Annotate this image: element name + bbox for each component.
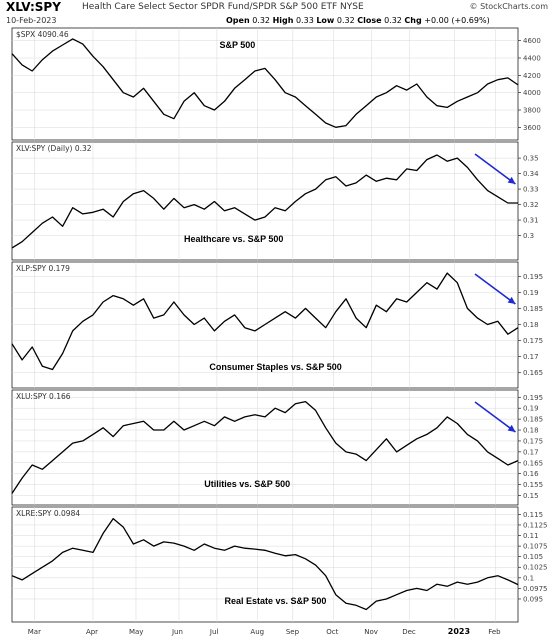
y-tick-label: 0.11	[523, 532, 539, 540]
series-line	[11, 154, 518, 249]
y-tick-label: 0.185	[523, 305, 543, 313]
y-tick-label: 0.19	[523, 405, 539, 413]
y-tick-label: 0.16	[523, 470, 539, 478]
trend-arrow-shaft	[474, 153, 516, 185]
y-tick-label: 0.17	[523, 353, 539, 361]
ohlc-readout: Open 0.32 High 0.33 Low 0.32 Close 0.32 …	[226, 16, 490, 25]
open-label: Open	[226, 16, 250, 25]
low-label: Low	[316, 16, 335, 25]
x-axis-label: Jun	[171, 628, 183, 636]
panel-frame	[11, 141, 519, 261]
series-line	[11, 38, 519, 128]
y-tick-label: 0.1025	[523, 564, 548, 572]
x-axis-label: Dec	[402, 628, 416, 636]
y-tick-label: 3600	[523, 124, 541, 132]
y-tick-label: 0.195	[523, 273, 543, 281]
panel-title: XLP:SPY 0.179	[16, 264, 70, 273]
chart-annotation: Healthcare vs. S&P 500	[184, 234, 283, 244]
x-axis-label: Apr	[86, 628, 98, 636]
x-axis-label: Oct	[326, 628, 338, 636]
y-tick-label: 0.105	[523, 553, 543, 561]
y-tick-label: 0.155	[523, 481, 543, 489]
x-axis-label: Jul	[209, 628, 219, 636]
chart-panel-5: 0.095 0.0975 0.1 0.1025 0.105 0.1075 0.11 0.112…	[11, 506, 548, 623]
y-tick-label: 4200	[523, 72, 541, 80]
chart-panel-2: 0.3 0.31 0.32 0.33 0.34 0.35 XLV:SPY (Daily) 0…	[11, 141, 539, 261]
y-tick-label: 4400	[523, 55, 541, 63]
y-tick-label: 0.19	[523, 289, 539, 297]
y-tick-label: 0.1125	[523, 521, 548, 529]
ticker-symbol: XLV:SPY	[6, 0, 61, 14]
x-axis-label: Nov	[364, 628, 378, 636]
chart-panel-1: 3600 3800 4000 4200 4400 4600 $SPX 4090.46 S&P …	[11, 27, 541, 141]
trend-arrow-shaft	[474, 273, 516, 305]
panel-frame	[11, 506, 519, 623]
y-tick-label: 0.31	[523, 217, 539, 225]
y-tick-label: 0.0975	[523, 585, 548, 593]
panel-frame	[11, 27, 519, 141]
brand-watermark: © StockCharts.com	[469, 2, 548, 11]
y-tick-label: 0.165	[523, 369, 543, 377]
y-tick-label: 0.18	[523, 427, 539, 435]
y-tick-label: 0.195	[523, 394, 543, 402]
chart-annotation: S&P 500	[219, 40, 255, 50]
y-tick-label: 0.18	[523, 321, 539, 329]
y-tick-label: 0.115	[523, 511, 543, 519]
y-tick-label: 0.175	[523, 337, 543, 345]
high-value: 0.33	[295, 16, 314, 25]
trend-arrow-shaft	[474, 401, 516, 433]
chart-header: XLV:SPY Health Care Select Sector SPDR F…	[0, 0, 560, 28]
y-tick-label: 0.175	[523, 437, 543, 445]
close-value: 0.32	[384, 16, 402, 25]
open-value: 0.32	[252, 16, 271, 25]
trend-arrow-head	[507, 424, 516, 432]
chart-panel-3: 0.165 0.17 0.175 0.18 0.185 0.19 0.195 XLP:SPY …	[11, 261, 543, 389]
trend-arrow-head	[507, 176, 516, 184]
x-axis-label: Mar	[28, 628, 41, 636]
y-tick-label: 0.095	[523, 595, 543, 603]
series-line	[11, 400, 519, 494]
trend-arrow-head	[507, 296, 516, 304]
security-full-name: Health Care Select Sector SPDR Fund/SPDR…	[82, 2, 364, 12]
change-label: Chg	[404, 16, 422, 25]
x-axis-label: 2023	[448, 627, 470, 636]
y-tick-label: 0.3	[523, 232, 534, 240]
low-value: 0.32	[336, 16, 355, 25]
panel-title: XLV:SPY (Daily) 0.32	[16, 144, 92, 153]
panel-title: XLU:SPY 0.166	[16, 392, 71, 401]
y-tick-label: 0.1	[523, 574, 534, 582]
y-tick-label: 0.32	[523, 201, 539, 209]
change-value: +0.00 (+0.69%)	[424, 16, 490, 25]
y-tick-label: 0.33	[523, 186, 539, 194]
y-tick-label: 0.185	[523, 416, 543, 424]
chart-panel-4: 0.15 0.155 0.16 0.165 0.17 0.175 0.18 0.185 0.19…	[11, 389, 543, 506]
y-tick-label: 4000	[523, 89, 541, 97]
panel-title: XLRE:SPY 0.0984	[16, 509, 80, 518]
x-axis-label: Sep	[286, 628, 300, 636]
panel-title: $SPX 4090.46	[16, 30, 69, 39]
chart-annotation: Real Estate vs. S&P 500	[225, 596, 327, 606]
series-line	[11, 517, 519, 611]
chart-date: 10-Feb-2023	[6, 16, 57, 25]
chart-annotation: Utilities vs. S&P 500	[204, 479, 290, 489]
close-label: Close	[357, 16, 382, 25]
y-tick-label: 0.35	[523, 155, 539, 163]
y-tick-label: 0.165	[523, 459, 543, 467]
y-tick-label: 0.17	[523, 448, 539, 456]
x-axis-label: May	[129, 628, 143, 636]
y-tick-label: 4600	[523, 37, 541, 45]
y-tick-label: 0.15	[523, 492, 539, 500]
y-tick-label: 0.34	[523, 170, 539, 178]
x-axis-label: Aug	[250, 628, 264, 636]
exchange-label: NYSE	[340, 2, 364, 12]
panel-frame	[11, 389, 519, 506]
y-tick-label: 0.1075	[523, 543, 548, 551]
high-label: High	[272, 16, 294, 25]
x-axis-label: Feb	[488, 628, 501, 636]
y-tick-label: 3800	[523, 107, 541, 115]
chart-annotation: Consumer Staples vs. S&P 500	[209, 362, 341, 372]
security-name: Health Care Select Sector SPDR Fund/SPDR…	[82, 2, 338, 12]
series-line	[11, 272, 519, 371]
